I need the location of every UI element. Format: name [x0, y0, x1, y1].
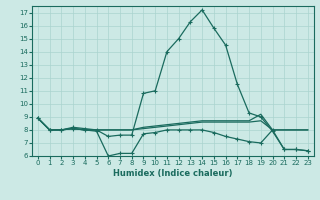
X-axis label: Humidex (Indice chaleur): Humidex (Indice chaleur): [113, 169, 233, 178]
